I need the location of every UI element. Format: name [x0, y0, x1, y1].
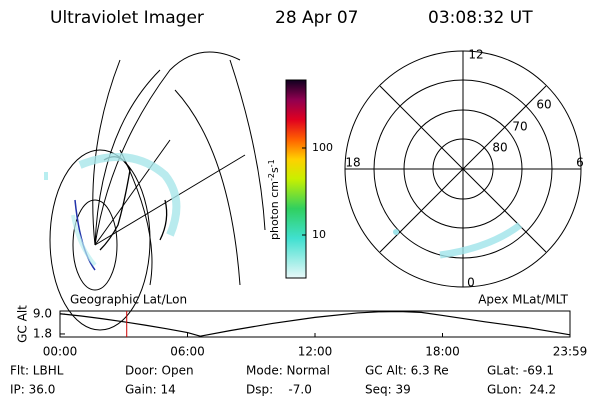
- footer-field: Dsp: -7.0: [246, 383, 312, 397]
- time: 03:08:32 UT: [428, 8, 533, 28]
- colorbar-label: photon cm-2s-1: [267, 159, 282, 240]
- x-tick-label: 06:00: [170, 345, 205, 359]
- footer-field: Gain: 14: [125, 383, 176, 397]
- polar-label: 80: [492, 141, 507, 155]
- polar-label: 6: [576, 156, 584, 170]
- date: 28 Apr 07: [275, 8, 358, 28]
- y-axis-label: GC Alt: [16, 305, 30, 343]
- geo-map: [44, 51, 266, 331]
- footer-field: Seq: 39: [365, 383, 411, 397]
- polar-plot: [344, 50, 582, 288]
- map-label: Geographic Lat/Lon: [70, 293, 187, 307]
- x-tick-label: 12:00: [298, 345, 333, 359]
- footer-field: Flt: LBHL: [10, 364, 64, 378]
- polar-label: 70: [512, 120, 527, 134]
- footer-field: Mode: Normal: [246, 364, 330, 378]
- colorbar-tick-label: 10: [312, 228, 326, 241]
- y-tick-label: 9.0: [33, 307, 52, 321]
- title: Ultraviolet Imager: [50, 8, 204, 28]
- alt-line: [59, 310, 571, 337]
- map-label: Apex MLat/MLT: [478, 293, 568, 307]
- colorbar: [285, 79, 307, 279]
- footer-field: IP: 36.0: [10, 383, 55, 397]
- footer-field: GC Alt: 6.3 Re: [365, 364, 449, 378]
- x-tick-label: 23:59: [553, 345, 588, 359]
- footer-field: GLat: -69.1: [487, 364, 554, 378]
- label-exp: -1: [267, 159, 276, 167]
- polar-label: 12: [468, 48, 483, 62]
- polar-label: 0: [467, 276, 475, 290]
- label-text: photon cm: [268, 181, 281, 240]
- label-exp: -2: [267, 173, 276, 181]
- y-tick-label: 1.8: [33, 326, 52, 340]
- footer-field: GLon: 24.2: [487, 383, 556, 397]
- footer: Flt: LBHL Door: Open Mode: Normal GC Alt: 6…: [10, 364, 556, 397]
- alt-chart: 9.0 1.8 00:00 06:00 12:00 18:00 23:59: [33, 307, 587, 359]
- footer-field: Door: Open: [125, 364, 194, 378]
- colorbar-tick-label: 100: [312, 141, 333, 154]
- polar-label: 60: [536, 98, 551, 112]
- x-tick-label: 18:00: [425, 345, 460, 359]
- polar-label: 18: [345, 156, 360, 170]
- label-text: s: [268, 167, 281, 173]
- x-tick-label: 00:00: [43, 345, 78, 359]
